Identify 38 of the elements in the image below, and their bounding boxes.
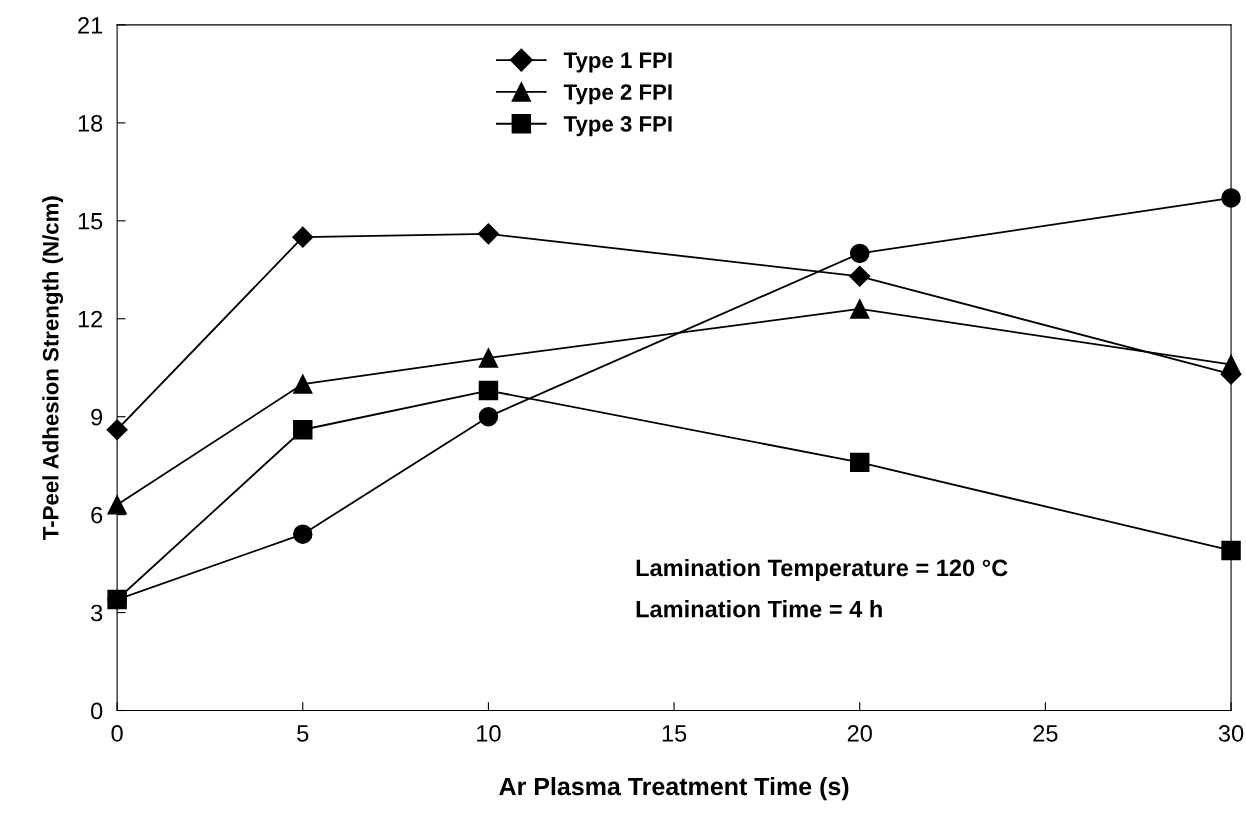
legend-label: Type 1 FPI <box>563 52 672 73</box>
annotation: Lamination Temperature = 120 °C <box>636 558 1008 581</box>
point <box>850 243 870 264</box>
point <box>1221 188 1241 208</box>
point <box>1221 540 1241 561</box>
x-axis-title: Ar Plasma Treatment Time (s) <box>499 776 849 801</box>
x-tick-label: 25 <box>1033 725 1058 742</box>
y-tick-label: 9 <box>91 408 103 426</box>
y-tick-label: 18 <box>78 114 103 132</box>
y-tick-label: 0 <box>91 702 103 720</box>
y-tick-label: 15 <box>78 213 103 230</box>
x-tick-label: 10 <box>477 725 501 742</box>
point <box>107 495 127 515</box>
point <box>478 406 499 427</box>
point <box>478 348 499 368</box>
point <box>293 374 313 394</box>
y-tick-label: 6 <box>91 506 103 524</box>
point <box>292 226 314 248</box>
y-tick-label: 3 <box>91 604 103 622</box>
point <box>106 419 128 441</box>
point <box>293 420 313 440</box>
y-tick-label: 12 <box>78 310 103 328</box>
point <box>477 223 499 245</box>
point <box>293 524 313 544</box>
annotation: Lamination Time = 4 h <box>636 600 882 618</box>
point <box>478 380 499 401</box>
x-tick-label: 20 <box>847 725 872 742</box>
legend-label: Type 3 FPI <box>563 116 672 137</box>
legend-label: Type 2 FPI <box>563 84 672 105</box>
x-tick-label: 15 <box>662 725 687 742</box>
x-tick-label: 30 <box>1218 725 1244 742</box>
y-tick-label: 21 <box>78 17 103 34</box>
point <box>850 299 870 319</box>
y-axis-title: T-Peel Adhesion Strength (N/cm) <box>42 196 64 540</box>
point <box>849 265 871 287</box>
x-tick-label: 0 <box>111 725 123 742</box>
point <box>850 452 870 473</box>
x-tick-label: 5 <box>297 725 309 742</box>
